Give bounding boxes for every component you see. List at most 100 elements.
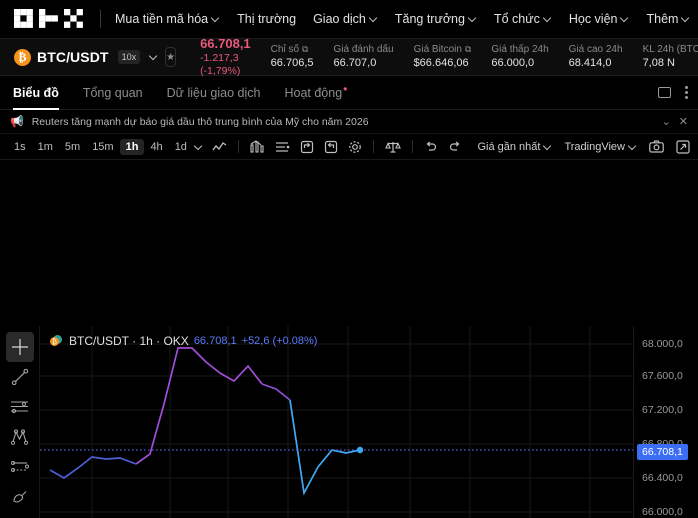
chevron-down-icon[interactable] <box>150 52 158 60</box>
grid-horizontal-price <box>40 343 698 513</box>
bitcoin-icon: ₿ <box>14 48 31 66</box>
nav-item-more[interactable]: Thêm <box>646 12 690 26</box>
chevron-down-icon <box>621 14 629 22</box>
fib-retracement-tool-icon[interactable] <box>6 392 34 422</box>
tab-label: Biểu đồ <box>13 85 59 100</box>
stat-label: KL 24h (BTC) <box>642 44 698 56</box>
undo-icon[interactable] <box>424 141 438 153</box>
nav-item-buy-crypto[interactable]: Mua tiền mã hóa <box>115 12 220 26</box>
toolbar-divider <box>372 140 374 153</box>
okx-logo-icon[interactable] <box>14 9 86 29</box>
nav-label: Thêm <box>646 12 679 26</box>
pair-selector[interactable]: ₿ BTC/USDT 10x <box>14 48 158 66</box>
chevron-down-icon <box>682 14 690 22</box>
pattern-tool-icon[interactable] <box>6 452 34 482</box>
more-options-icon[interactable] <box>685 86 688 99</box>
fullscreen-icon[interactable] <box>676 139 690 154</box>
crosshair-tool-icon[interactable] <box>5 332 34 362</box>
compare-scales-icon[interactable] <box>385 140 401 154</box>
stat-label: Giá cao 24h <box>568 44 623 56</box>
timeframe-15m[interactable]: 15m <box>92 140 114 153</box>
stat-mark-price: Giá đánh dấu 66.707,0 <box>334 43 394 70</box>
nav-item-markets[interactable]: Thị trường <box>237 12 296 26</box>
timeframe-1m[interactable]: 1m <box>37 140 53 153</box>
indicators-icon[interactable] <box>250 140 265 153</box>
tab-bar-actions <box>658 86 688 99</box>
timeframe-5m[interactable]: 5m <box>64 140 81 153</box>
nav-label: Tổ chức <box>493 12 540 26</box>
drawing-toolbar <box>0 326 40 518</box>
price-tick: 67.200,0 <box>642 404 683 416</box>
toolbar-divider <box>237 140 239 153</box>
external-link-icon[interactable]: ⧉ <box>464 44 472 54</box>
timeframe-1d[interactable]: 1d <box>174 140 187 153</box>
stat-label-text: Chỉ số <box>270 44 300 56</box>
chart-plot-area[interactable]: ₿ BTC/USDT · 1h · OKX 66.708,1 +52,6 (+0… <box>40 326 698 518</box>
nav-item-grow[interactable]: Tăng trưởng <box>395 12 477 26</box>
last-price-block: 66.708,1 -1.217,3 (-1,79%) <box>200 36 251 79</box>
timeframe-1s[interactable]: 1s <box>14 140 26 153</box>
stat-label: Giá thấp 24h <box>491 44 549 56</box>
nav-item-academy[interactable]: Học viện <box>569 12 630 26</box>
price-change: -1.217,3 (-1,79%) <box>200 52 241 78</box>
tab-trade-data[interactable]: Dữ liệu giao dịch <box>167 76 261 110</box>
timeframe-more-chevron-icon[interactable] <box>195 142 203 150</box>
price-mode-selector[interactable]: Giá gần nhất <box>477 141 552 153</box>
nav-label: Mua tiền mã hóa <box>115 12 209 26</box>
notification-dot-icon: • <box>343 81 348 96</box>
chart-svg <box>40 326 698 518</box>
tab-label: Hoạt động <box>284 85 343 100</box>
indicator-list-icon[interactable] <box>275 141 290 153</box>
tab-overview[interactable]: Tổng quan <box>83 76 143 110</box>
last-price: 66.708,1 <box>200 35 251 51</box>
stat-label: Giá đánh dấu <box>333 44 394 56</box>
layout-square-icon[interactable] <box>658 87 671 98</box>
stat-value: 68.414,0 <box>568 57 612 70</box>
brush-tool-icon[interactable] <box>6 482 34 512</box>
tab-chart[interactable]: Biểu đồ <box>13 76 59 110</box>
redo-layout-icon[interactable] <box>324 140 338 154</box>
nav-item-institutional[interactable]: Tổ chức <box>494 12 552 26</box>
price-tick: 68.000,0 <box>642 338 683 350</box>
stat-high-24h: Giá cao 24h 68.414,0 <box>569 43 623 70</box>
stat-bitcoin-price: Giá Bitcoin ⧉ $66.646,06 <box>414 43 472 70</box>
news-text[interactable]: Reuters tăng mạnh dự báo giá dầu thô tru… <box>31 115 369 128</box>
stat-label: Chỉ số ⧉ <box>271 43 314 56</box>
news-collapse-icon[interactable]: ⌄ <box>661 116 671 128</box>
price-line-mid <box>261 383 291 401</box>
text-tool-icon[interactable] <box>6 512 34 518</box>
stat-value: 66.707,0 <box>333 57 377 70</box>
pair-label: BTC/USDT <box>37 49 109 65</box>
timeframe-1h[interactable]: 1h <box>119 138 145 155</box>
undo-layout-icon[interactable] <box>300 140 314 154</box>
nav-item-trade[interactable]: Giao dịch <box>313 12 378 26</box>
timeframe-4h[interactable]: 4h <box>150 140 163 153</box>
redo-icon[interactable] <box>448 141 462 153</box>
tab-label: Tổng quan <box>82 85 143 100</box>
price-line-flat <box>49 456 137 480</box>
tab-activity[interactable]: Hoạt động • <box>284 76 348 110</box>
nav-label: Tăng trưởng <box>394 12 465 26</box>
chart-toolbar-right: Giá gần nhất TradingView <box>465 139 690 154</box>
stat-value: 66.000,0 <box>491 57 535 70</box>
price-line-down <box>289 399 361 496</box>
screenshot-camera-icon[interactable] <box>649 140 664 153</box>
pitchfork-tool-icon[interactable] <box>6 422 34 452</box>
settings-gear-icon[interactable] <box>348 140 362 154</box>
price-axis[interactable]: 68.000,0 67.600,0 67.200,0 66.800,0 66.4… <box>633 326 698 518</box>
price-tick: 67.600,0 <box>642 370 683 382</box>
stat-low-24h: Giá thấp 24h 66.000,0 <box>491 43 548 70</box>
nav-label: Giao dịch <box>313 12 366 26</box>
leverage-badge: 10x <box>117 50 141 64</box>
stat-label-text: Giá Bitcoin <box>413 44 462 56</box>
trend-line-tool-icon[interactable] <box>6 362 34 392</box>
line-chart-type-icon[interactable] <box>212 141 227 153</box>
external-link-icon[interactable]: ⧉ <box>302 44 309 54</box>
news-close-icon[interactable]: ✕ <box>678 116 688 128</box>
provider-selector[interactable]: TradingView <box>564 141 637 153</box>
favorite-star-button[interactable]: ★ <box>165 47 177 67</box>
grid-vertical <box>91 326 591 518</box>
nav-label: Học viện <box>568 12 618 26</box>
toolbar-divider <box>411 140 413 153</box>
